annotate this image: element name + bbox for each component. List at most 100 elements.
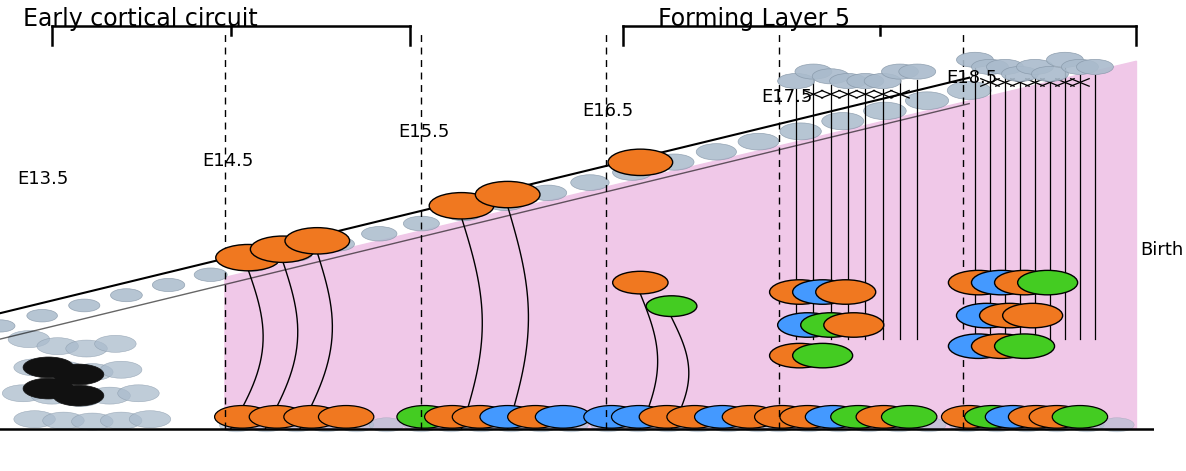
Circle shape <box>620 418 656 432</box>
Circle shape <box>1077 52 1114 67</box>
Circle shape <box>429 193 493 219</box>
Circle shape <box>65 340 107 357</box>
Circle shape <box>950 418 984 432</box>
Circle shape <box>1018 270 1078 295</box>
Circle shape <box>1040 418 1075 432</box>
Circle shape <box>608 149 672 176</box>
Circle shape <box>283 406 339 428</box>
Circle shape <box>956 303 1016 328</box>
Circle shape <box>71 413 113 430</box>
Circle shape <box>101 361 142 378</box>
Circle shape <box>43 361 84 378</box>
Circle shape <box>964 406 1020 428</box>
Circle shape <box>2 385 44 402</box>
Circle shape <box>780 123 822 140</box>
Circle shape <box>476 181 540 208</box>
Circle shape <box>53 385 104 406</box>
Circle shape <box>1061 59 1098 74</box>
Circle shape <box>805 406 861 428</box>
Circle shape <box>792 280 853 304</box>
Circle shape <box>1099 418 1134 432</box>
Text: Birth: Birth <box>1140 241 1184 259</box>
Circle shape <box>612 406 667 428</box>
Circle shape <box>397 406 452 428</box>
Circle shape <box>249 406 305 428</box>
Circle shape <box>612 164 651 180</box>
Text: E14.5: E14.5 <box>202 152 254 170</box>
Circle shape <box>369 418 403 432</box>
Circle shape <box>881 64 918 79</box>
Circle shape <box>613 271 668 294</box>
Circle shape <box>905 92 949 109</box>
Circle shape <box>822 113 863 130</box>
Circle shape <box>971 334 1032 358</box>
Text: E15.5: E15.5 <box>398 123 449 141</box>
Polygon shape <box>225 61 1136 429</box>
Circle shape <box>778 64 815 79</box>
Circle shape <box>584 406 639 428</box>
Circle shape <box>651 418 686 432</box>
Circle shape <box>37 338 78 355</box>
Circle shape <box>971 66 1008 81</box>
Circle shape <box>1008 406 1064 428</box>
Circle shape <box>117 385 159 402</box>
Circle shape <box>236 258 269 271</box>
Circle shape <box>110 289 142 302</box>
Circle shape <box>899 64 936 79</box>
Circle shape <box>508 406 563 428</box>
Circle shape <box>770 343 829 368</box>
Circle shape <box>812 73 849 89</box>
Circle shape <box>320 237 355 251</box>
Text: Early cortical circuit: Early cortical circuit <box>23 7 257 31</box>
Circle shape <box>761 418 796 432</box>
Circle shape <box>23 378 74 399</box>
Circle shape <box>8 331 50 348</box>
Circle shape <box>554 418 588 432</box>
Circle shape <box>285 227 350 254</box>
Circle shape <box>956 59 994 74</box>
Circle shape <box>681 418 715 432</box>
Circle shape <box>310 418 344 432</box>
Circle shape <box>696 144 737 160</box>
Circle shape <box>195 268 228 282</box>
Text: E18.5: E18.5 <box>946 69 997 87</box>
Circle shape <box>480 406 535 428</box>
Circle shape <box>980 303 1040 328</box>
Circle shape <box>1002 303 1063 328</box>
Text: E13.5: E13.5 <box>18 171 69 188</box>
Circle shape <box>0 320 15 332</box>
Circle shape <box>865 69 901 84</box>
Circle shape <box>1009 418 1044 432</box>
Circle shape <box>780 406 835 428</box>
Circle shape <box>949 270 1008 295</box>
Circle shape <box>980 418 1014 432</box>
Circle shape <box>129 411 171 428</box>
Circle shape <box>570 175 610 190</box>
Circle shape <box>881 418 916 432</box>
Circle shape <box>856 406 912 428</box>
Circle shape <box>655 154 694 170</box>
Circle shape <box>14 359 56 376</box>
Circle shape <box>695 406 750 428</box>
Circle shape <box>403 216 439 231</box>
Circle shape <box>795 73 831 89</box>
Circle shape <box>529 185 567 201</box>
Circle shape <box>646 296 697 317</box>
Circle shape <box>948 81 991 99</box>
Circle shape <box>101 412 142 429</box>
Circle shape <box>770 280 829 304</box>
Circle shape <box>60 390 102 406</box>
Circle shape <box>722 406 778 428</box>
Circle shape <box>881 406 937 428</box>
Circle shape <box>425 406 480 428</box>
Circle shape <box>219 418 254 432</box>
Circle shape <box>801 313 861 337</box>
Circle shape <box>949 334 1008 358</box>
Circle shape <box>434 418 468 432</box>
Circle shape <box>319 406 374 428</box>
Circle shape <box>824 313 884 337</box>
Circle shape <box>69 299 100 312</box>
Circle shape <box>667 406 722 428</box>
Circle shape <box>791 418 827 432</box>
Circle shape <box>816 280 875 304</box>
